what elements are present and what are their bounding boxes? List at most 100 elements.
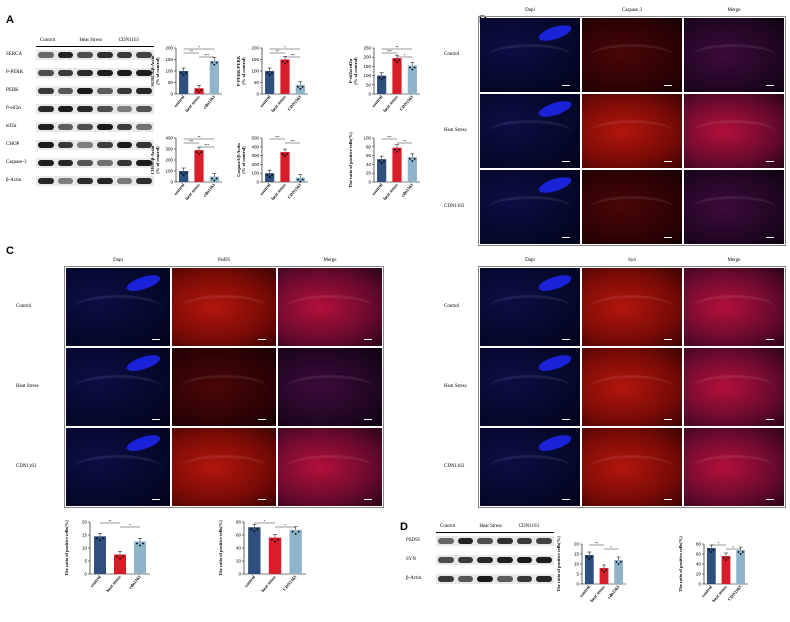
scale-bar [257, 418, 266, 420]
image-frame [64, 266, 384, 508]
data-point [96, 537, 98, 540]
bar [721, 556, 731, 584]
scale-bar [664, 161, 672, 163]
scale-bar [562, 237, 570, 239]
tissue-band [180, 375, 268, 401]
bar [194, 150, 204, 182]
x-tick-label: cdn1163 [606, 584, 620, 600]
microscopy-tile [582, 268, 682, 346]
blot-group-label: Heat Stress [79, 38, 102, 43]
data-point [291, 530, 294, 533]
bar [179, 71, 189, 94]
blot-band [516, 576, 533, 582]
data-point [200, 89, 203, 92]
y-tick-label: 200 [251, 162, 259, 167]
blot-band [457, 576, 474, 582]
blot-band [38, 106, 54, 112]
tissue-band [74, 375, 162, 401]
data-point [281, 60, 284, 63]
blot-row-strip [436, 574, 554, 584]
blot-row-label: PSD95 [406, 538, 421, 543]
blot-band [136, 106, 152, 112]
blot-band [536, 576, 552, 582]
blot-band [536, 538, 552, 544]
x-tick-label: cdn1163 [400, 182, 414, 198]
significance-label: ** [595, 541, 599, 546]
significance-label: * [285, 523, 287, 528]
data-point [294, 532, 297, 535]
x-tick-label: heat stress [184, 94, 201, 113]
x-tick-label: heat stress [589, 584, 606, 603]
significance-label: * [284, 45, 286, 50]
blot-band [136, 124, 152, 130]
blot-band [77, 70, 93, 76]
tissue-band [180, 455, 268, 481]
data-point [215, 177, 218, 180]
microscopy-tile [172, 428, 276, 506]
tissue-band [180, 295, 268, 321]
microscopy-tile [480, 348, 580, 426]
data-point [396, 61, 398, 64]
western-blot-d: Control Heat Stress CDN1163 PSD95 SYN β-Actin [406, 524, 556, 616]
blot-band [516, 538, 533, 544]
bar-chart: 0 5 10 15 20 The ratio of positive cells(%) co… [60, 508, 160, 604]
x-tick-label: control [259, 182, 272, 196]
y-tick-label: 15 [82, 533, 88, 538]
blot-band [477, 576, 493, 582]
blot-band [97, 106, 113, 112]
data-point [378, 76, 381, 79]
y-axis-label: (% of control) [155, 57, 160, 85]
bar [377, 159, 387, 182]
blot-band [438, 557, 454, 563]
tissue-band [692, 195, 776, 221]
data-point [195, 151, 198, 153]
y-tick-label: 0 [256, 180, 259, 185]
blot-row-label: β-Actin [406, 576, 422, 581]
image-row-label: CDN1163 [444, 204, 465, 209]
x-tick-label: heat stress [382, 94, 399, 113]
data-point [256, 528, 259, 531]
scale-bar [151, 418, 160, 420]
y-tick-label: 40 [366, 162, 372, 167]
bar-chart: 0 50 100 150 200 250 P-eif2α/eif2α (% of contro… [344, 34, 430, 124]
tissue-band [590, 195, 674, 221]
blot-row-label: Caspase-3 [6, 160, 27, 165]
y-axis-label: (% of control) [353, 57, 358, 85]
blot-band [477, 538, 493, 544]
blot-band [57, 124, 74, 130]
tissue-band [692, 455, 776, 481]
significance-label: * [611, 545, 613, 550]
blot-row-strip [36, 104, 154, 114]
bar [268, 537, 282, 574]
blot-row-label: SERCA [6, 52, 23, 57]
data-point [277, 538, 279, 541]
x-tick-label: heat stress [184, 182, 201, 201]
blot-row-label: P-eif2α [6, 106, 21, 111]
bar-chart: 0 50 100 150 200 SERCA/β-Actin (% of control) c… [146, 34, 232, 124]
bar-chart: 0 20 40 60 80 The ratio of positive cells(%) c… [214, 508, 316, 604]
microscopy-tile [684, 94, 784, 168]
microscopy-tile [172, 268, 276, 346]
microscopy-tile [278, 428, 382, 506]
y-tick-label: 150 [165, 57, 173, 62]
bar [209, 176, 219, 182]
blot-row-strip [436, 536, 554, 546]
y-tick-label: 20 [366, 171, 372, 176]
y-tick-label: 50 [366, 82, 372, 87]
blot-band [457, 538, 474, 544]
y-axis-label: The ratio of positive cells(%) [64, 520, 69, 576]
blot-row-strip [36, 158, 154, 168]
data-point [393, 148, 396, 151]
scale-bar [664, 338, 672, 340]
x-tick-label: heat stress [270, 94, 287, 113]
blot-band [438, 538, 454, 544]
blot-band [136, 160, 152, 166]
y-tick-label: 500 [251, 136, 259, 141]
y-axis-label: P-eif2α/eif2α [348, 58, 353, 83]
scale-bar [664, 498, 672, 500]
blot-band [116, 70, 133, 76]
blot-group-label: Control [40, 38, 56, 43]
data-point [588, 558, 591, 560]
scale-bar [766, 237, 774, 239]
scale-bar [766, 338, 774, 340]
